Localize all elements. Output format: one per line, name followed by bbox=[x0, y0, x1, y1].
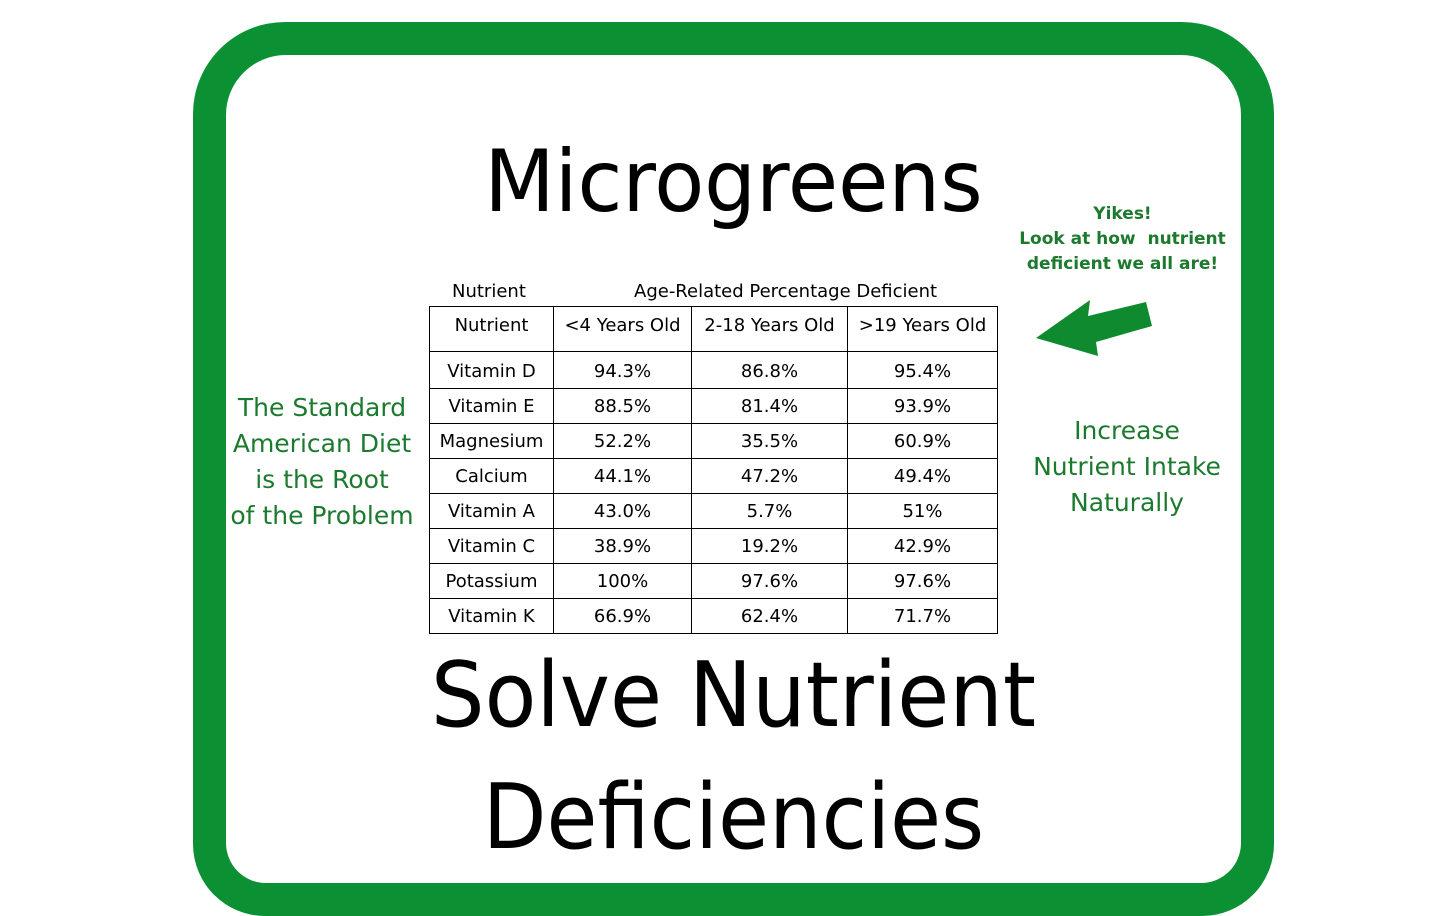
table-caption-right: Age-Related Percentage Deficient bbox=[634, 281, 938, 302]
table-cell: Vitamin C bbox=[429, 528, 554, 564]
header-cell: >19 Years Old bbox=[847, 306, 998, 352]
left-note-line: is the Root bbox=[255, 465, 389, 494]
table-cell: 38.9% bbox=[553, 528, 692, 564]
table-cell: 43.0% bbox=[553, 493, 692, 529]
right-note-line: Naturally bbox=[1070, 488, 1184, 517]
table-cell: Vitamin E bbox=[429, 388, 554, 424]
table-cell: 97.6% bbox=[847, 563, 998, 599]
table-cell: 5.7% bbox=[691, 493, 848, 529]
table-cell: Vitamin A bbox=[429, 493, 554, 529]
table-cell: 100% bbox=[553, 563, 692, 599]
table-cell: 86.8% bbox=[691, 351, 848, 389]
table-cell: 60.9% bbox=[847, 423, 998, 459]
table-header-row: Nutrient <4 Years Old 2-18 Years Old >19… bbox=[429, 306, 998, 352]
table-cell: 95.4% bbox=[847, 351, 998, 389]
left-note-line: The Standard bbox=[237, 393, 407, 422]
table-cell: 49.4% bbox=[847, 458, 998, 494]
table-row: Vitamin D 94.3% 86.8% 95.4% bbox=[429, 351, 998, 389]
table-cell: 44.1% bbox=[553, 458, 692, 494]
table-cell: 62.4% bbox=[691, 598, 848, 634]
left-note-line: of the Problem bbox=[230, 501, 414, 530]
table-cell: 94.3% bbox=[553, 351, 692, 389]
table-row: Vitamin C 38.9% 19.2% 42.9% bbox=[429, 528, 998, 564]
table-cell: Calcium bbox=[429, 458, 554, 494]
table-cell: 51% bbox=[847, 493, 998, 529]
table-cell: 66.9% bbox=[553, 598, 692, 634]
table-cell: 93.9% bbox=[847, 388, 998, 424]
table-row: Potassium 100% 97.6% 97.6% bbox=[429, 563, 998, 599]
header-cell: 2-18 Years Old bbox=[691, 306, 848, 352]
table-cell: 81.4% bbox=[691, 388, 848, 424]
left-note: The Standard American Diet is the Root o… bbox=[222, 390, 422, 534]
table-cell: Potassium bbox=[429, 563, 554, 599]
table-row: Vitamin K 66.9% 62.4% 71.7% bbox=[429, 598, 998, 634]
callout-line: Yikes! bbox=[1093, 204, 1152, 224]
right-note: Increase Nutrient Intake Naturally bbox=[1027, 413, 1227, 521]
table-row: Vitamin A 43.0% 5.7% 51% bbox=[429, 493, 998, 529]
table-cell: Vitamin D bbox=[429, 351, 554, 389]
table-row: Magnesium 52.2% 35.5% 60.9% bbox=[429, 423, 998, 459]
table-row: Vitamin E 88.5% 81.4% 93.9% bbox=[429, 388, 998, 424]
table-caption-left: Nutrient bbox=[452, 281, 526, 302]
table-cell: 97.6% bbox=[691, 563, 848, 599]
bottom-headline-line1: Solve Nutrient bbox=[430, 643, 1037, 748]
table-cell: 42.9% bbox=[847, 528, 998, 564]
table-row: Calcium 44.1% 47.2% 49.4% bbox=[429, 458, 998, 494]
header-cell: Nutrient bbox=[429, 306, 554, 352]
left-note-line: American Diet bbox=[232, 429, 412, 458]
nutrient-table: Nutrient <4 Years Old 2-18 Years Old >19… bbox=[429, 306, 998, 634]
left-arrow-icon bbox=[1036, 300, 1152, 356]
table-cell: 47.2% bbox=[691, 458, 848, 494]
page-title: Microgreens bbox=[484, 132, 983, 232]
table-cell: 88.5% bbox=[553, 388, 692, 424]
bottom-headline-line2: Deficiencies bbox=[482, 765, 985, 870]
callout-line: Look at how nutrient bbox=[1019, 229, 1226, 249]
callout-line: deficient we all are! bbox=[1026, 254, 1219, 274]
table-cell: 35.5% bbox=[691, 423, 848, 459]
table-cell: Vitamin K bbox=[429, 598, 554, 634]
table-cell: Magnesium bbox=[429, 423, 554, 459]
right-note-line: Increase bbox=[1074, 416, 1180, 445]
right-note-line: Nutrient Intake bbox=[1033, 452, 1221, 481]
callout-note: Yikes! Look at how nutrient deficient we… bbox=[1010, 202, 1235, 277]
table-cell: 52.2% bbox=[553, 423, 692, 459]
header-cell: <4 Years Old bbox=[553, 306, 692, 352]
table-cell: 71.7% bbox=[847, 598, 998, 634]
table-cell: 19.2% bbox=[691, 528, 848, 564]
